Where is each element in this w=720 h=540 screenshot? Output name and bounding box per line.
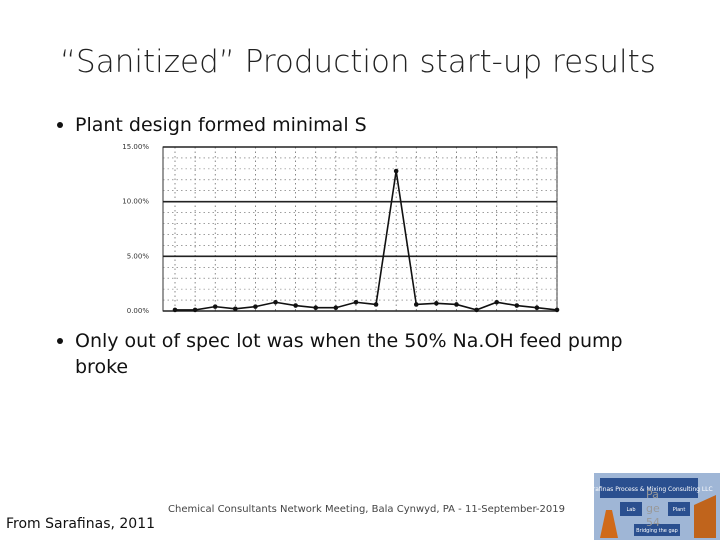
point <box>434 301 439 306</box>
slide-title: “Sanitized” Production start-up results <box>60 44 656 80</box>
page-part: Pa <box>646 488 659 501</box>
point <box>192 307 198 313</box>
point <box>233 306 238 312</box>
bullet: Plant design formed minimal S <box>57 112 665 138</box>
point <box>172 307 178 313</box>
point <box>313 305 319 311</box>
logo-name: Sarafinas Process & Mixing Consulting LL… <box>585 486 712 493</box>
logo-tagline: Bridging the gap <box>636 528 678 534</box>
point <box>474 307 479 313</box>
logo-flask <box>600 510 618 538</box>
point <box>273 299 278 305</box>
source: From Sarafinas, 2011 <box>6 516 156 532</box>
page-part: ge <box>646 502 660 515</box>
logo-banner <box>600 478 698 498</box>
point <box>454 302 459 307</box>
point <box>333 305 339 311</box>
point <box>293 303 298 308</box>
plot-area <box>162 146 558 312</box>
logo-plant <box>694 495 716 538</box>
point <box>413 302 419 307</box>
point <box>534 305 540 311</box>
meeting: Chemical Consultants Network Meeting, Ba… <box>168 504 565 515</box>
page-number: Pa ge 54 <box>646 488 660 530</box>
y-tick-label: 15.00% <box>122 143 149 151</box>
page-part: 54 <box>646 516 660 529</box>
logo-box <box>620 502 642 516</box>
series-line <box>175 170 558 311</box>
bullet: Only out of spec lot was when the 50% Na… <box>57 328 665 380</box>
logo-tag-bg <box>634 524 680 536</box>
point <box>373 302 379 307</box>
y-tick-label: 0.00% <box>127 307 150 315</box>
y-tick-label: 5.00% <box>127 252 150 260</box>
logo-box <box>668 502 690 516</box>
point <box>554 307 560 313</box>
logo-right: Plant <box>673 507 686 513</box>
point <box>353 299 359 305</box>
point <box>253 304 258 309</box>
point <box>514 303 520 308</box>
y-tick-label: 10.00% <box>122 198 149 206</box>
logo-left: Lab <box>626 507 635 513</box>
point <box>494 299 499 305</box>
point <box>212 304 218 309</box>
point <box>393 168 399 174</box>
